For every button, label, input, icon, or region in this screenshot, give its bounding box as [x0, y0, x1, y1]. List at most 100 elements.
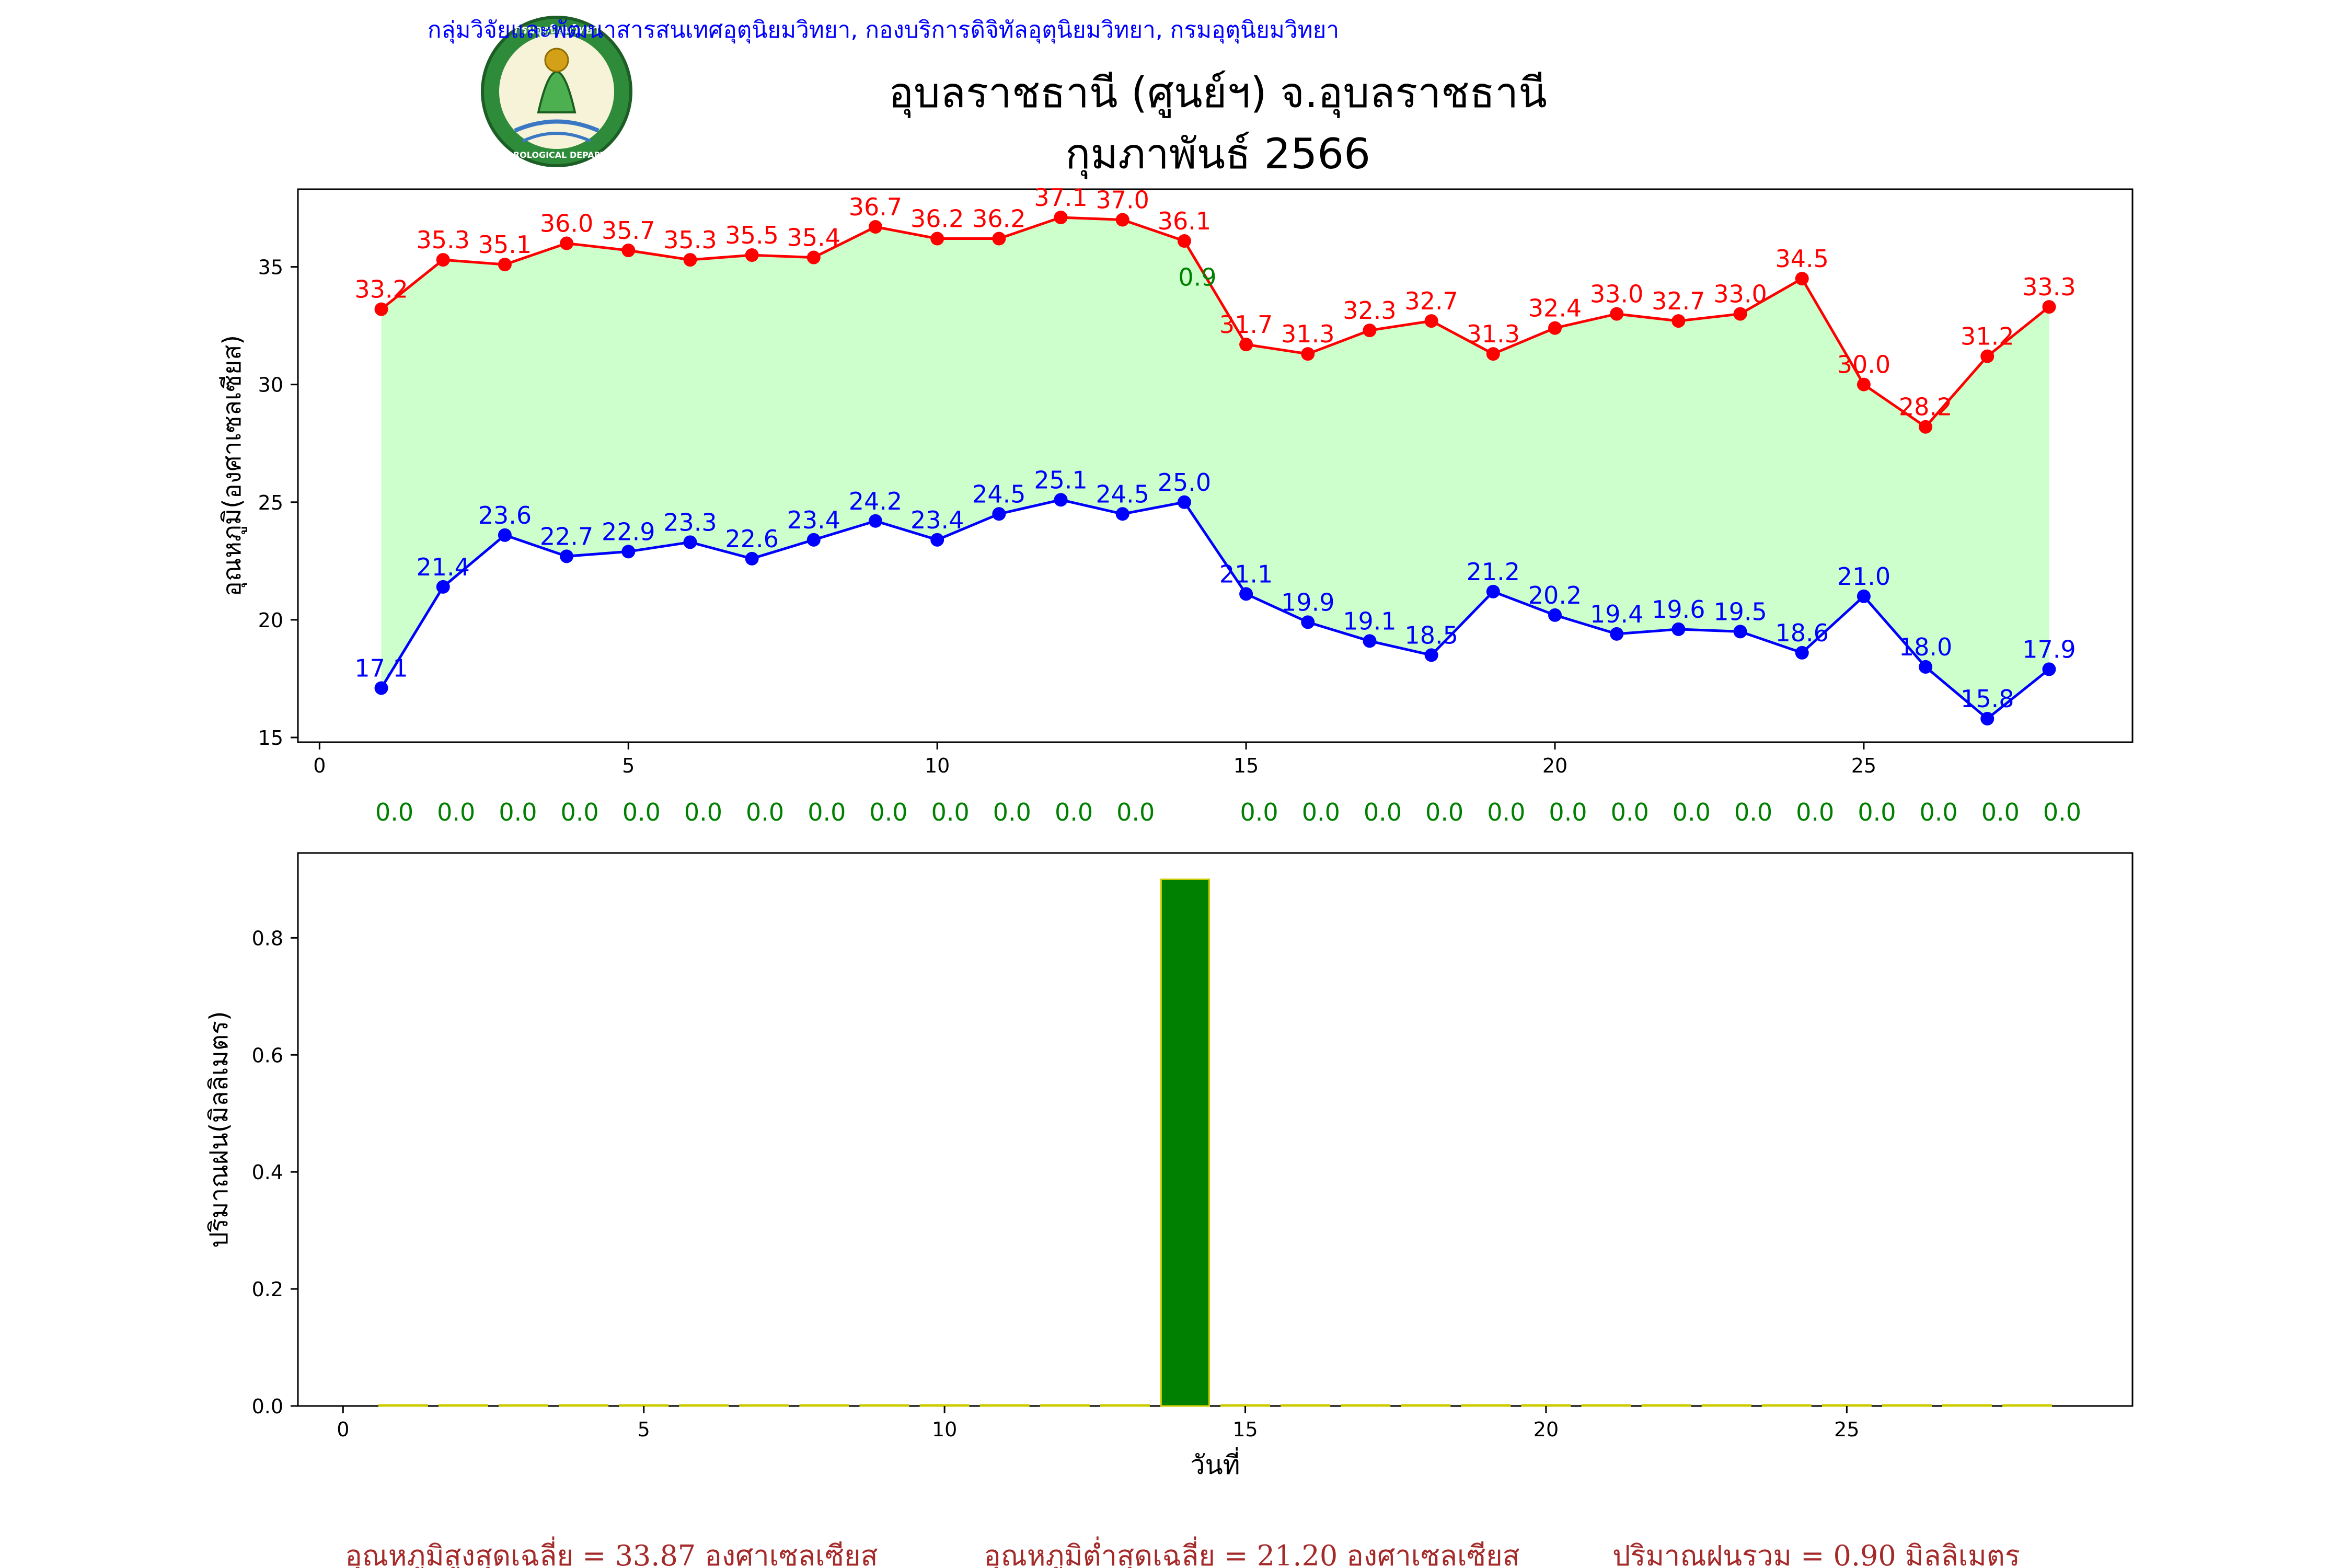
- rainfall-bar: [378, 1404, 428, 1407]
- min-temperature-data-label: 21.2: [1467, 558, 1520, 586]
- rainfall-bar: [559, 1404, 609, 1407]
- max-temperature-data-label: 36.2: [910, 205, 964, 233]
- daily-rain-label: 0.0: [375, 798, 413, 826]
- rainfall-panel: ปริมาณฝน(มิลลิเมตร) วันที่ 0 5 10 15 20 25 0.0…: [204, 852, 2134, 1480]
- max-temperature-data-label: 32.4: [1528, 294, 1582, 322]
- daily-rain-label: 0.0: [684, 798, 722, 826]
- min-temperature-point: [992, 507, 1006, 521]
- rainfall-x-tick-label: 20: [1534, 1418, 1559, 1441]
- chart-subtitle: กุมภาพันธ์ 2566: [1065, 130, 1370, 179]
- min-temperature-data-label: 18.6: [1775, 619, 1829, 647]
- daily-rain-label: 0.0: [869, 798, 907, 826]
- max-temperature-point: [1671, 314, 1686, 328]
- min-temperature-data-label: 22.6: [725, 525, 778, 553]
- daily-rain-label: 0.0: [1055, 798, 1093, 826]
- temperature-range-fill: [381, 217, 2049, 719]
- daily-rain-label: 0.0: [1116, 798, 1155, 826]
- daily-rain-label: 0.0: [499, 798, 537, 826]
- rainfall-bar: [1341, 1404, 1391, 1407]
- daily-rain-label: 0.0: [2043, 798, 2081, 826]
- max-temperature-data-label: 33.3: [2022, 273, 2076, 301]
- summary-total-rain: ปริมาณฝนรวม = 0.90 มิลลิเมตร: [1612, 1539, 2020, 1568]
- max-temperature-line: [380, 216, 2050, 429]
- min-temperature-point: [745, 551, 759, 566]
- max-temperature-data-label: 37.1: [1034, 183, 1087, 212]
- min-temperature-point: [806, 533, 821, 547]
- max-temperature-data-label: 36.1: [1158, 207, 1211, 235]
- temperature-y-tick-label: 30: [258, 374, 283, 397]
- rainfall-y-tick-label: 0.4: [252, 1161, 283, 1184]
- rainfall-bar: [859, 1404, 909, 1407]
- min-temperature-data-label: 25.1: [1034, 466, 1087, 494]
- daily-rain-label: 0.0: [1858, 798, 1896, 826]
- min-temperature-data-label: 17.9: [2022, 635, 2076, 663]
- temperature-x-tick-label: 15: [1233, 754, 1259, 777]
- rainfall-y-tick-label: 0.2: [252, 1278, 283, 1301]
- agency-line: กลุ่มวิจัยและพัฒนาสารสนเทศอุตุนิยมวิทยา,…: [428, 17, 1339, 44]
- max-temperature-data-label: 32.7: [1404, 287, 1458, 315]
- min-temperature-data-label: 18.0: [1899, 633, 1952, 661]
- temperature-x-tick-label: 5: [622, 754, 635, 777]
- daily-rain-label: 0.0: [1487, 798, 1525, 826]
- max-temperature-point: [498, 258, 512, 272]
- min-temperature-point: [1177, 495, 1191, 509]
- rainfall-bar: [1701, 1404, 1751, 1407]
- max-temperature-point: [1919, 420, 1933, 434]
- max-temperature-data-label: 32.3: [1343, 296, 1396, 325]
- min-temperature-point: [1671, 622, 1686, 636]
- min-temperature-data-label: 23.6: [478, 501, 532, 529]
- min-temperature-data-label: 15.8: [1961, 685, 2014, 713]
- daily-rain-label: 0.0: [808, 798, 846, 826]
- rainfall-bar: [2002, 1404, 2053, 1407]
- min-temperature-data-label: 20.2: [1528, 581, 1582, 609]
- min-temperature-data-label: 25.0: [1158, 468, 1211, 497]
- max-temperature-point: [621, 244, 636, 258]
- max-temperature-data-label: 34.5: [1775, 245, 1829, 273]
- daily-rain-label: 0.0: [561, 798, 599, 826]
- max-temperature-point: [1857, 377, 1871, 391]
- rainfall-bar: [1942, 1404, 1992, 1407]
- max-temperature-data-label: 33.2: [354, 275, 408, 304]
- rainfall-bar: [619, 1404, 669, 1407]
- min-temperature-point: [436, 580, 450, 594]
- max-temperature-data-label: 35.4: [787, 224, 840, 252]
- daily-rain-label: 0.0: [1302, 798, 1340, 826]
- min-temperature-point: [1115, 507, 1129, 521]
- summary-avg-min: อุณหภูมิต่ำสุดเฉลี่ย = 21.20 องศาเซลเซีย…: [984, 1536, 1519, 1568]
- rainfall-bar: [438, 1404, 489, 1407]
- max-temperature-point: [1054, 211, 1068, 225]
- min-temperature-point: [1301, 615, 1315, 629]
- rainfall-bar: [799, 1404, 849, 1407]
- max-temperature-data-label: 36.0: [540, 210, 593, 238]
- rainfall-bar: [1821, 1404, 1872, 1407]
- daily-rain-label: 0.0: [1734, 798, 1772, 826]
- min-temperature-data-label: 21.0: [1837, 562, 1890, 591]
- min-temperature-data-label: 22.7: [540, 522, 593, 550]
- rainfall-bar: [1581, 1404, 1631, 1407]
- rainfall-bar: [1461, 1404, 1511, 1407]
- summary-avg-max: อุณหภูมิสูงสุดเฉลี่ย = 33.87 องศาเซลเซีย…: [345, 1536, 878, 1568]
- temperature-x-tick-label: 20: [1542, 754, 1567, 777]
- rainfall-bar: [1521, 1404, 1571, 1407]
- max-temperature-point: [436, 253, 450, 267]
- temperature-x-tick-label: 25: [1851, 754, 1876, 777]
- max-temperature-data-label: 35.3: [417, 226, 470, 254]
- temperature-y-tick-label: 35: [258, 256, 283, 279]
- min-temperature-data-label: 21.4: [417, 553, 470, 581]
- daily-rain-label: 0.9: [1178, 263, 1216, 292]
- min-temperature-point: [1980, 711, 1994, 725]
- min-temperature-data-label: 19.4: [1590, 600, 1643, 628]
- rainfall-x-tick-label: 15: [1232, 1418, 1258, 1441]
- temperature-x-tick-label: 0: [313, 754, 326, 777]
- daily-rain-label: 0.0: [1673, 798, 1711, 826]
- rainfall-bar: [1160, 878, 1210, 1407]
- max-temperature-data-label: 35.7: [602, 216, 655, 245]
- rainfall-bar: [1040, 1404, 1090, 1407]
- daily-rain-label: 0.0: [1240, 798, 1278, 826]
- min-temperature-data-label: 18.5: [1404, 621, 1458, 649]
- max-temperature-point: [930, 232, 944, 246]
- min-temperature-point: [1424, 648, 1438, 662]
- min-temperature-point: [1610, 627, 1624, 641]
- max-temperature-point: [1363, 324, 1377, 338]
- rainfall-y-axis-label: ปริมาณฝน(มิลลิเมตร): [204, 1011, 234, 1248]
